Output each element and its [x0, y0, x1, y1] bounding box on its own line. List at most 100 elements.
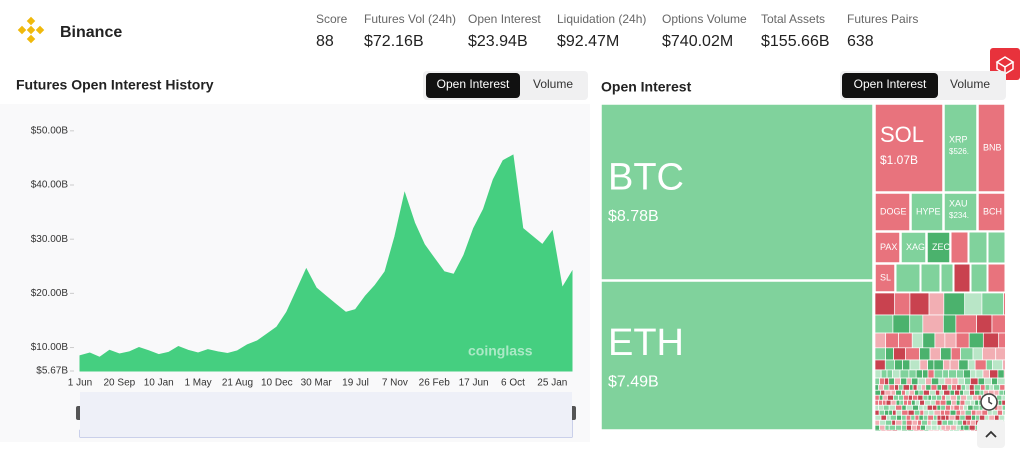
- x-tick-label: 1 Jun: [68, 378, 92, 389]
- tile: [949, 389, 955, 396]
- tab-active[interactable]: [842, 73, 938, 98]
- tile-label: SL: [880, 272, 891, 282]
- tile: [907, 394, 913, 401]
- tile: [963, 369, 972, 379]
- tile: [908, 389, 915, 396]
- tile: [941, 419, 948, 426]
- x-tick-label: 1 May: [184, 378, 211, 389]
- tile: [874, 409, 880, 416]
- tile-label: BNB: [983, 142, 1002, 152]
- tile: [948, 369, 957, 379]
- scroll-top-button[interactable]: [977, 420, 1005, 448]
- brand: Binance: [60, 24, 122, 41]
- tile: [885, 332, 899, 349]
- x-tick-label: 19 Jul: [342, 378, 369, 389]
- tile: [982, 347, 997, 361]
- tile: [951, 399, 957, 406]
- tile: [1002, 409, 1005, 416]
- x-tick-label: 10 Jan: [144, 378, 174, 389]
- tile: [982, 332, 1000, 349]
- tile: [902, 384, 910, 391]
- tile-value: $7.49B: [608, 373, 659, 390]
- tile: [947, 419, 954, 426]
- tab[interactable]: Volume: [950, 77, 990, 91]
- tile: [989, 384, 995, 391]
- tile: [892, 409, 897, 416]
- tab[interactable]: Open Interest: [854, 77, 927, 91]
- tab[interactable]: Open Interest: [437, 77, 510, 91]
- tile: [919, 359, 928, 371]
- tile: [911, 399, 916, 406]
- x-tick-label: 6 Oct: [501, 378, 525, 389]
- tile: [921, 419, 928, 426]
- tile: [971, 414, 977, 421]
- tile: [887, 394, 894, 401]
- tile: [936, 424, 942, 431]
- tile: [979, 389, 985, 396]
- tile: [918, 414, 924, 421]
- tile: [885, 347, 894, 361]
- tile: [955, 314, 977, 334]
- tile: [890, 399, 897, 406]
- tile: [930, 419, 938, 426]
- tile: [974, 359, 987, 371]
- tile: [944, 409, 951, 416]
- tile-label: XAU: [949, 198, 968, 208]
- tab-active[interactable]: [426, 73, 520, 98]
- tile: [901, 419, 907, 426]
- stat-value: $72.16B: [364, 33, 424, 50]
- tile: [931, 394, 937, 401]
- tile: [879, 419, 886, 426]
- tile: [916, 384, 922, 391]
- tile: [960, 409, 966, 416]
- tile: [908, 369, 917, 379]
- tile: [1003, 389, 1005, 396]
- tile: [878, 404, 884, 411]
- tile: [1004, 384, 1005, 391]
- tile: [927, 414, 934, 421]
- tile: [879, 377, 885, 386]
- tile-label: DOGE: [880, 206, 907, 216]
- tile: [925, 424, 932, 431]
- tile: [874, 263, 896, 293]
- tile: [874, 314, 894, 334]
- tile: [970, 263, 988, 293]
- tile: [874, 424, 880, 431]
- tile: [884, 359, 895, 371]
- tile: [960, 347, 974, 361]
- tile: [911, 419, 919, 426]
- tile: [979, 414, 986, 421]
- tile: [922, 414, 929, 421]
- tile: [944, 377, 953, 386]
- tile: [895, 263, 921, 293]
- tile: [925, 377, 932, 386]
- tile-label: BTC: [608, 157, 684, 199]
- y-tick-label: $10.00B: [31, 342, 69, 353]
- tile: [922, 314, 944, 334]
- tab[interactable]: Volume: [533, 77, 573, 91]
- tile: [956, 394, 962, 401]
- tile: [1004, 419, 1005, 426]
- tile: [950, 231, 969, 264]
- tile: [977, 192, 1005, 232]
- tile: [936, 404, 942, 411]
- tile: [883, 384, 890, 391]
- tile: [958, 359, 969, 371]
- tile: [948, 414, 956, 421]
- scroll-top-icon: [985, 430, 997, 438]
- tile: [914, 414, 920, 421]
- navigator[interactable]: [80, 392, 572, 437]
- tile: [972, 347, 983, 361]
- x-tick-label: 20 Sep: [104, 378, 136, 389]
- tile-label: XAG: [906, 242, 925, 252]
- tile: [1001, 394, 1005, 401]
- tile: [932, 404, 938, 411]
- tile: [927, 369, 935, 379]
- tile: [940, 347, 952, 361]
- tile: [953, 404, 960, 411]
- tile: [874, 377, 880, 386]
- tile: [953, 263, 971, 293]
- tile: [880, 369, 888, 379]
- tile: [927, 419, 932, 426]
- tile: [885, 429, 893, 431]
